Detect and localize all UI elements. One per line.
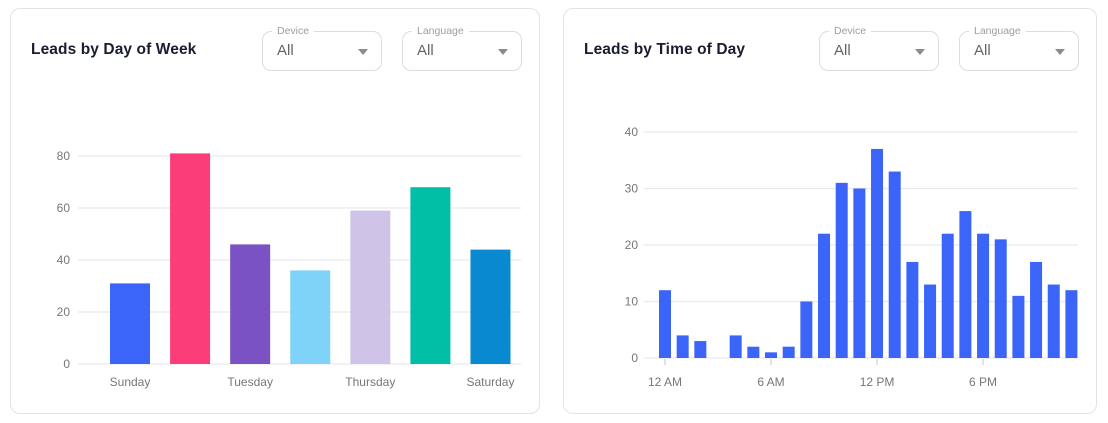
bar-saturday [470, 249, 511, 364]
bar-12-am [659, 290, 671, 358]
bar-9-am [818, 233, 831, 358]
x-tick-label: 12 AM [648, 375, 682, 389]
bar-6-pm [977, 233, 990, 358]
y-tick-label: 80 [57, 149, 71, 163]
bar-thursday [350, 210, 391, 364]
bar-sunday [110, 283, 150, 364]
select-value: All [834, 42, 851, 59]
bar-10-pm [1047, 284, 1060, 358]
language-filter-select[interactable]: Language All [402, 25, 522, 71]
select-floating-label: Language [969, 25, 1026, 38]
bar-friday [410, 187, 451, 364]
bar-2-am [694, 341, 707, 358]
bar-tuesday [230, 244, 271, 364]
chevron-down-icon [1055, 49, 1065, 55]
bar-5-am [747, 346, 760, 358]
x-tick-label: 6 AM [757, 375, 784, 389]
leads-by-day-card: Leads by Day of Week Device All Language… [10, 8, 540, 414]
filter-group: Device All Language All [819, 25, 1079, 71]
y-tick-label: 40 [57, 253, 71, 267]
bar-8-am [800, 301, 813, 358]
y-tick-label: 20 [625, 238, 639, 252]
language-filter-select[interactable]: Language All [959, 25, 1079, 71]
bar-11-pm [1065, 290, 1078, 358]
select-value: All [974, 42, 991, 59]
leads-by-time-card: Leads by Time of Day Device All Language… [563, 8, 1097, 414]
select-value: All [277, 42, 294, 59]
y-tick-label: 30 [625, 182, 639, 196]
x-tick-label: Tuesday [227, 375, 273, 389]
device-filter-select[interactable]: Device All [819, 25, 939, 71]
bar-5-pm [959, 211, 972, 358]
select-value: All [417, 42, 434, 59]
chart-title: Leads by Time of Day [584, 41, 746, 58]
bar-11-am [853, 188, 866, 358]
device-filter-select[interactable]: Device All [262, 25, 382, 71]
x-tick-label: 12 PM [860, 375, 895, 389]
bar-monday [170, 153, 211, 364]
x-tick-label: Thursday [345, 375, 395, 389]
x-tick-label: 6 PM [969, 375, 997, 389]
bar-9-pm [1030, 261, 1043, 358]
bar-12-pm [871, 148, 884, 358]
chart-title: Leads by Day of Week [31, 41, 197, 58]
y-tick-label: 0 [63, 357, 70, 371]
x-tick-label: Saturday [466, 375, 514, 389]
y-tick-label: 60 [57, 201, 71, 215]
bar-2-pm [906, 261, 919, 358]
bar-1-pm [888, 171, 901, 358]
x-tick-label: Sunday [110, 375, 151, 389]
bar-3-pm [924, 284, 937, 358]
select-floating-label: Device [829, 25, 872, 38]
bar-10-am [835, 182, 848, 358]
bar-7-pm [994, 239, 1007, 358]
chevron-down-icon [915, 49, 925, 55]
select-floating-label: Device [272, 25, 315, 38]
filter-group: Device All Language All [262, 25, 522, 71]
bar-8-pm [1012, 295, 1025, 358]
bar-7-am [782, 346, 795, 358]
select-floating-label: Language [412, 25, 469, 38]
chevron-down-icon [358, 49, 368, 55]
bar-4-pm [941, 233, 954, 358]
leads-by-day-chart: 0 20 40 60 80 Sunday Tuesday Thursday Saturday [57, 149, 521, 389]
y-tick-label: 0 [631, 351, 638, 365]
y-tick-label: 40 [625, 125, 639, 139]
y-tick-label: 20 [57, 305, 71, 319]
bar-4-am [729, 335, 742, 358]
bar-6-am [765, 352, 778, 358]
y-tick-label: 10 [625, 295, 639, 309]
bar-1-am [676, 335, 689, 358]
chevron-down-icon [498, 49, 508, 55]
leads-by-time-chart: 0 10 20 30 40 12 AM 6 AM 12 PM 6 PM [625, 125, 1078, 389]
bar-wednesday [290, 270, 331, 364]
